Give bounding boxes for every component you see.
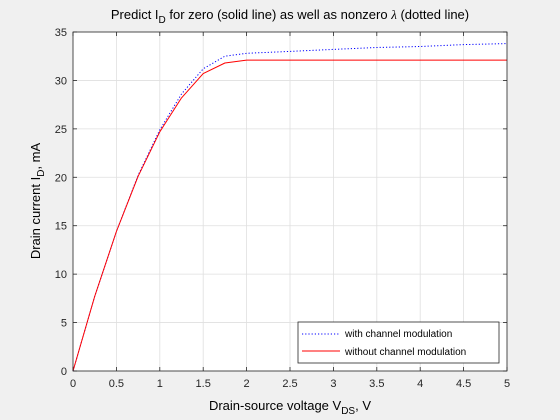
y-tick-label: 35 xyxy=(55,27,67,39)
x-axis-label: Drain-source voltage VDS, V xyxy=(209,398,371,417)
y-axis-label: Drain current ID, mA xyxy=(28,143,47,260)
y-tick-label: 25 xyxy=(55,124,67,136)
x-tick-label: 2.5 xyxy=(282,378,297,390)
x-tick-label: 3.5 xyxy=(369,378,384,390)
title-suffix: (dotted line) xyxy=(397,7,469,22)
x-tick-label: 0 xyxy=(70,378,76,390)
y-tick-label: 20 xyxy=(55,172,67,184)
title-lambda: λ xyxy=(390,7,397,22)
x-tick-label: 1.5 xyxy=(196,378,211,390)
x-tick-label: 0.5 xyxy=(109,378,124,390)
x-tick-label: 2 xyxy=(244,378,250,390)
x-tick-label: 5 xyxy=(504,378,510,390)
series-line-1 xyxy=(72,59,507,372)
title-middle: for zero (solid line) as well as nonzero xyxy=(166,7,391,22)
legend: with channel modulation without channel … xyxy=(297,321,500,364)
series-lines xyxy=(72,43,508,372)
chart-title: Predict ID for zero (solid line) as well… xyxy=(111,7,469,26)
ylabel-suffix: , mA xyxy=(28,143,43,170)
y-tick-label: 0 xyxy=(61,366,67,378)
legend-label-without-modulation: without channel modulation xyxy=(344,347,466,358)
title-subscript: D xyxy=(159,15,166,26)
series-line-0 xyxy=(72,43,508,372)
x-tick-label: 4.5 xyxy=(456,378,471,390)
ticks: 0 0.5 1 1.5 2 2.5 3 3.5 4 4.5 5 0 5 10 15 20 25 30 35 xyxy=(55,27,510,390)
ylabel-prefix: Drain current I xyxy=(28,177,43,259)
ylabel-subscript: D xyxy=(36,170,47,177)
legend-box xyxy=(297,321,500,364)
legend-label-with-modulation: with channel modulation xyxy=(344,329,452,340)
y-tick-label: 10 xyxy=(55,269,67,281)
y-tick-label: 30 xyxy=(55,75,67,87)
xlabel-suffix: , V xyxy=(355,398,371,413)
xlabel-prefix: Drain-source voltage V xyxy=(209,398,342,413)
x-tick-label: 3 xyxy=(330,378,336,390)
x-tick-label: 1 xyxy=(157,378,163,390)
x-tick-label: 4 xyxy=(417,378,423,390)
title-prefix: Predict I xyxy=(111,7,159,22)
y-tick-label: 15 xyxy=(55,221,67,233)
xlabel-subscript: DS xyxy=(341,406,355,417)
y-tick-label: 5 xyxy=(61,318,67,330)
